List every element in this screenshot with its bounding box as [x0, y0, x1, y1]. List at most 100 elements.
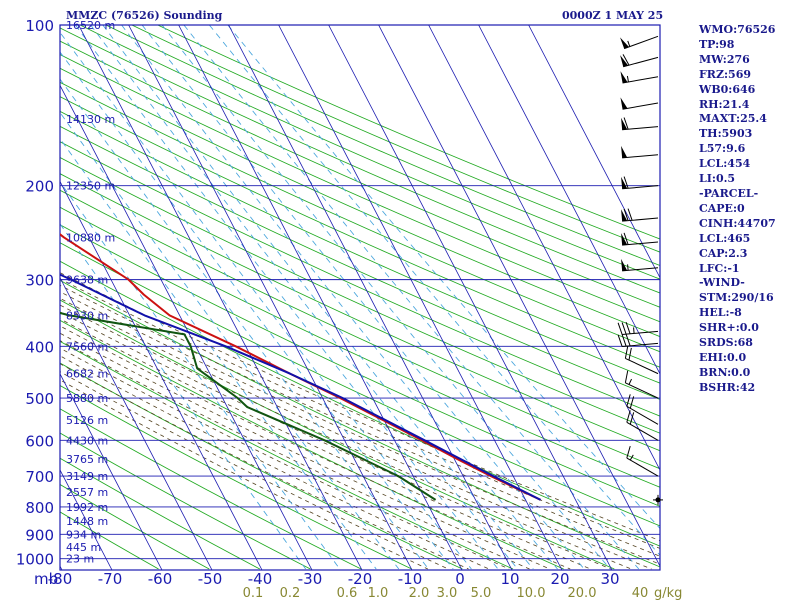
- isotherm-line: [60, 276, 213, 570]
- height-label: 16520 m: [66, 19, 115, 32]
- wind-barb: [626, 410, 659, 441]
- dry-adiabat-line: [60, 408, 362, 570]
- wind-barb-flag: [622, 54, 630, 66]
- stat-line: SRDS:68: [699, 336, 753, 350]
- wind-barb: [621, 232, 659, 246]
- isotherms: [60, 25, 660, 570]
- wind-barb-staff: [626, 457, 659, 477]
- mixing-ratio-line: [141, 25, 585, 570]
- pressure-tick-label: 700: [25, 468, 54, 486]
- wind-barb-flag: [623, 208, 629, 221]
- dry-adiabat-line: [105, 25, 660, 266]
- wind-barb-half-flag: [626, 75, 629, 83]
- pressure-tick-label: 200: [25, 178, 54, 196]
- mixing-ratio-line: [208, 25, 660, 556]
- wind-barb-staff: [625, 382, 659, 399]
- pressure-tick-label: 900: [25, 526, 54, 544]
- wind-barb-staff: [624, 35, 659, 50]
- height-label: 3765 m: [66, 453, 108, 466]
- pressure-tick-label: 100: [25, 17, 54, 35]
- isotherm-line: [60, 180, 263, 570]
- dry-adiabat-line: [60, 260, 660, 547]
- chart-title: MMZC (76526) Sounding: [66, 9, 223, 22]
- wind-barb-pennant: [620, 37, 629, 49]
- wind-barb: [626, 394, 659, 425]
- isotherm-line: [328, 25, 613, 570]
- wind-barb-staff: [622, 154, 659, 159]
- wind-barb-pennant: [621, 176, 628, 189]
- wind-barb-flag: [629, 396, 635, 409]
- isotherm-line: [278, 25, 563, 570]
- plot-frame: [59, 24, 661, 571]
- dry-adiabat-line: [60, 384, 412, 570]
- height-label: 8530 m: [66, 309, 108, 322]
- moist-adiabat-line: [60, 340, 530, 570]
- mixing-ratio-label: 2.0: [409, 586, 430, 600]
- wind-barb-pennant: [621, 145, 628, 158]
- dry-adiabat-line: [60, 96, 660, 368]
- temperature-tick-label: -10: [398, 570, 423, 588]
- moist-adiabat-line: [60, 332, 551, 570]
- mixing-ratio-label: 40: [632, 586, 649, 600]
- dry-adiabat-line: [60, 457, 261, 570]
- dewpoint-trace: [60, 311, 437, 501]
- temperature-tick-label: -20: [348, 570, 373, 588]
- wind-barb-flag: [621, 322, 627, 335]
- stat-line: CAP:2.3: [699, 246, 748, 260]
- dry-adiabat-line: [60, 54, 660, 323]
- dry-adiabat-line: [60, 81, 660, 353]
- dry-adiabat-line: [60, 67, 660, 338]
- wind-barb: [621, 176, 659, 190]
- moist-adiabats: [60, 272, 660, 570]
- stat-line: L57:9.6: [699, 142, 746, 156]
- stat-line: STM:290/16: [699, 291, 774, 305]
- isotherm-line: [60, 469, 113, 570]
- stat-line: TH:5903: [699, 127, 753, 141]
- wind-barb-pennant: [620, 71, 628, 83]
- wind-barb-staff: [622, 76, 659, 84]
- dry-adiabat-line: [60, 110, 660, 384]
- temperature-tick-label: -30: [298, 570, 323, 588]
- height-label: 14130 m: [66, 113, 115, 126]
- moist-adiabat-line: [60, 291, 660, 565]
- mixing-ratio-line: [75, 25, 499, 570]
- pressure-tick-label: 600: [25, 432, 54, 450]
- stat-line: SHR+:0.0: [699, 321, 759, 335]
- mixing-ratio-line: [161, 25, 611, 570]
- mixing-ratio-label: 10.0: [517, 586, 546, 600]
- temperature-tick-label: 20: [550, 570, 569, 588]
- wind-barb-staff: [622, 102, 659, 110]
- wind-barb-staff: [622, 342, 659, 348]
- isotherm-line: [228, 25, 513, 570]
- wind-barb-staff: [623, 56, 659, 68]
- mixing-ratio-unit: g/kg: [654, 586, 682, 600]
- dry-adiabat-line: [60, 206, 660, 488]
- dry-adiabat-line: [60, 173, 660, 452]
- wind-barb: [624, 370, 659, 399]
- dry-adiabat-line: [60, 362, 463, 570]
- wind-barb: [621, 117, 659, 131]
- wind-barbs: [617, 35, 663, 505]
- temperature-trace: [60, 233, 542, 501]
- wind-barb-flag: [625, 321, 631, 334]
- wind-barb-pennant: [621, 233, 628, 246]
- isotherm-line: [78, 25, 363, 570]
- stat-line: LFC:-1: [699, 261, 740, 275]
- height-label: 7560 m: [66, 340, 108, 353]
- wind-barb-staff: [622, 267, 659, 272]
- wind-barb: [620, 71, 659, 84]
- wind-barb: [617, 321, 659, 335]
- mixing-ratio-line: [60, 223, 307, 570]
- moist-adiabat-line: [60, 325, 571, 570]
- isotherm-line: [528, 25, 660, 279]
- mixing-ratio-line: [60, 51, 454, 570]
- height-label: 10880 m: [66, 231, 115, 244]
- pressure-unit-label: mb: [34, 570, 58, 588]
- wind-barb-staff: [622, 330, 659, 335]
- moist-adiabat-line: [60, 347, 510, 570]
- height-label: 445 m: [66, 541, 101, 554]
- wind-barb-staff: [625, 357, 659, 375]
- temperature-tick-label: -70: [98, 570, 123, 588]
- height-label: 5126 m: [66, 414, 108, 427]
- mixing-ratio-label: 0.2: [280, 586, 301, 600]
